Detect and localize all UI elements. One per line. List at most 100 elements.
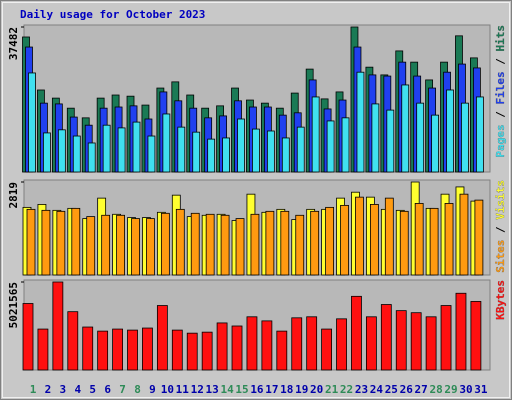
legend-entry: Hits	[494, 25, 507, 52]
bar	[265, 210, 275, 276]
legend-entry: Files	[494, 71, 507, 104]
bar	[291, 317, 303, 371]
bar	[399, 210, 409, 276]
bar	[82, 326, 94, 371]
bar	[175, 208, 185, 276]
bar	[131, 218, 140, 276]
bar	[306, 316, 318, 371]
bar	[250, 213, 260, 276]
x-tick-label: 14	[220, 383, 234, 396]
bar	[429, 207, 439, 276]
bar	[216, 322, 228, 371]
x-tick-label: 29	[444, 383, 457, 396]
bar	[162, 113, 171, 173]
y-tick-label: 2819	[7, 182, 20, 209]
bar	[205, 213, 215, 276]
bar	[276, 330, 288, 371]
x-tick-label: 13	[206, 383, 219, 396]
bar	[355, 196, 364, 276]
legend-separator: /	[494, 52, 507, 72]
bar	[102, 124, 111, 173]
bar	[281, 137, 290, 173]
x-tick-label: 15	[235, 383, 248, 396]
bar	[474, 199, 484, 276]
x-tick-label: 8	[134, 383, 141, 396]
bar	[67, 311, 79, 371]
legend-entry: Visits	[494, 180, 507, 220]
bar	[440, 305, 452, 371]
bar	[336, 318, 347, 371]
x-tick-label: 1	[30, 383, 37, 396]
bar	[296, 126, 305, 173]
bar	[371, 103, 380, 173]
legend-separator: /	[494, 220, 507, 240]
bar	[177, 126, 186, 173]
x-tick-label: 5	[89, 383, 96, 396]
bar	[459, 193, 469, 276]
bar	[156, 305, 168, 371]
bar	[261, 320, 273, 371]
x-tick-label: 31	[474, 383, 488, 396]
bar	[351, 295, 362, 371]
legend: Pages / Files / Hits	[494, 25, 507, 158]
bar	[190, 212, 200, 276]
bar	[401, 84, 410, 173]
bar	[295, 214, 305, 276]
bar	[446, 89, 454, 173]
x-tick-label: 17	[265, 383, 278, 396]
x-tick-label: 12	[191, 383, 204, 396]
x-tick-label: 20	[310, 383, 323, 396]
bar	[220, 214, 230, 276]
bar	[369, 204, 379, 276]
bar	[340, 204, 349, 276]
x-tick-label: 30	[459, 383, 472, 396]
bar	[37, 328, 49, 371]
bar	[201, 331, 213, 371]
bar	[310, 210, 320, 276]
x-tick-label: 26	[400, 383, 414, 396]
bar	[22, 303, 34, 371]
bar	[186, 332, 198, 371]
x-tick-label: 28	[429, 383, 442, 396]
x-tick-label: 4	[74, 383, 81, 396]
legend-entry: Sites	[494, 240, 507, 273]
legend-separator: /	[494, 105, 507, 125]
bar	[41, 209, 51, 276]
bar	[414, 203, 424, 276]
bar	[384, 197, 394, 276]
legend: Sites / Visits	[494, 180, 507, 273]
bar	[147, 135, 156, 173]
bar	[146, 218, 155, 276]
bar	[246, 316, 258, 371]
bar	[97, 330, 109, 371]
bar	[311, 96, 320, 173]
bar	[132, 121, 141, 173]
bar	[266, 130, 275, 173]
bar	[160, 212, 170, 276]
bar	[252, 128, 260, 173]
bar	[416, 102, 425, 173]
legend-entry: KBytes	[494, 280, 507, 320]
x-tick-label: 21	[325, 383, 339, 396]
bar	[231, 325, 243, 371]
y-tick-label: 37482	[7, 27, 20, 60]
x-tick-label: 16	[250, 383, 264, 396]
x-tick-label: 3	[60, 383, 67, 396]
bar	[43, 132, 51, 173]
bar	[321, 328, 333, 371]
bar	[470, 301, 482, 371]
bar	[365, 316, 377, 371]
bar	[171, 329, 183, 371]
x-tick-label: 2	[45, 383, 52, 396]
y-tick-label: 5021565	[7, 282, 20, 328]
x-tick-label: 7	[119, 383, 126, 396]
bar	[280, 210, 290, 276]
bar	[101, 214, 111, 276]
x-tick-label: 25	[385, 383, 398, 396]
bar	[117, 127, 126, 173]
bar	[56, 210, 66, 276]
bar	[326, 120, 335, 173]
bar	[116, 214, 125, 276]
